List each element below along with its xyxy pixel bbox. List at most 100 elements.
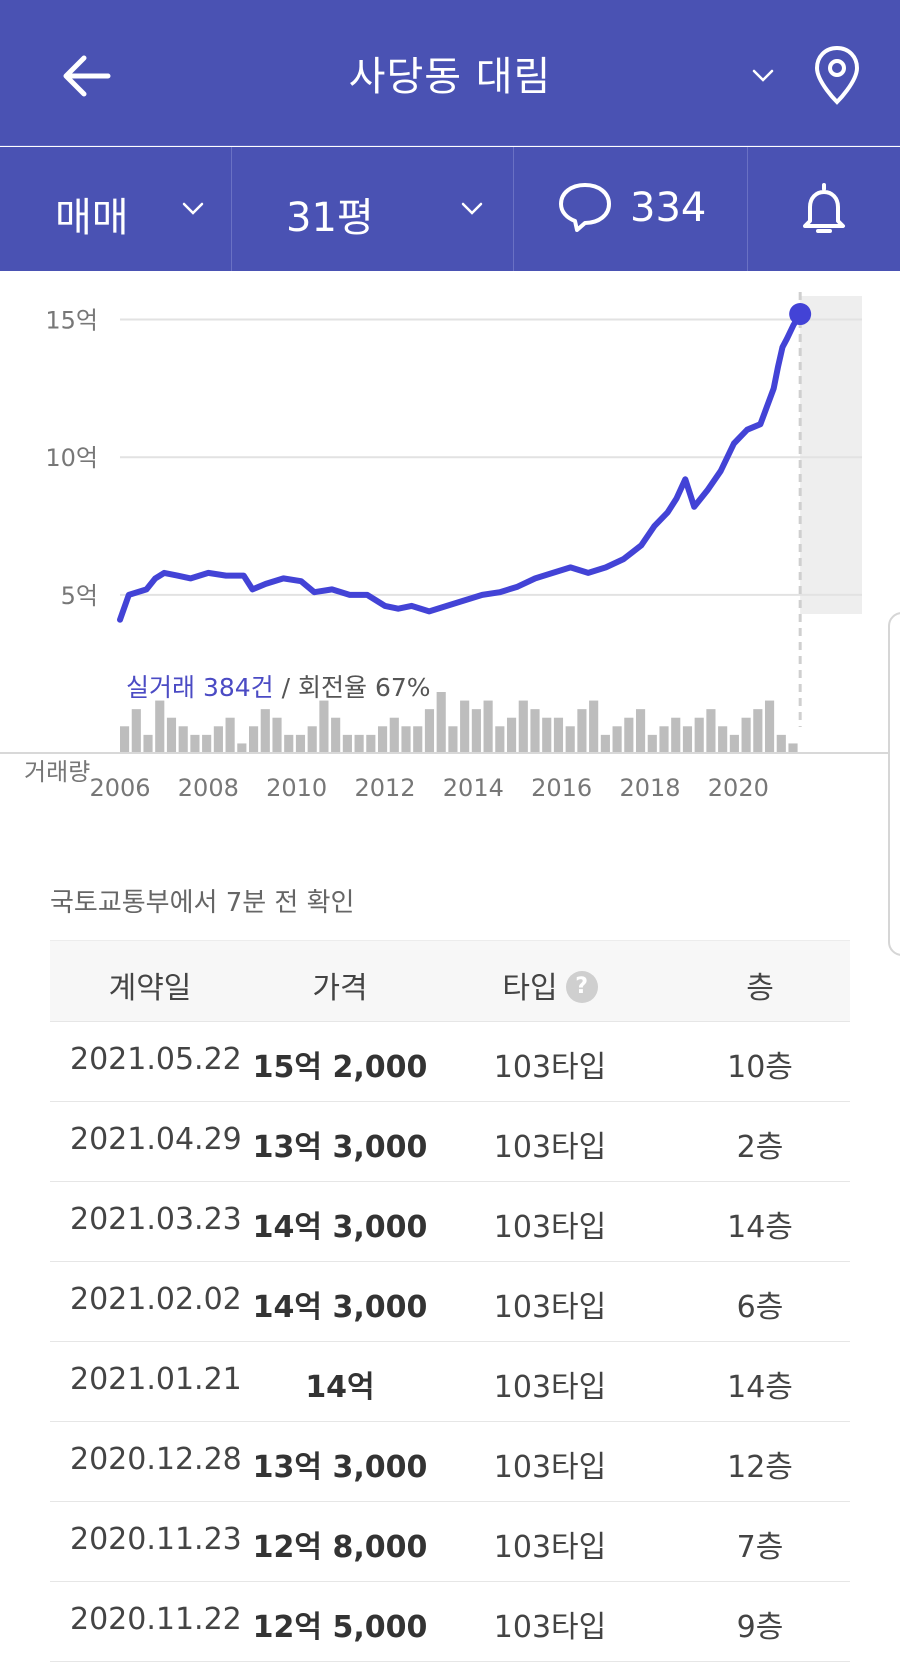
- table-row[interactable]: 2021.03.23 14억 3,000 103타입 14층: [50, 1182, 850, 1262]
- alert-button[interactable]: [748, 147, 900, 271]
- table-row[interactable]: 2020.11.23 12억 8,000 103타입 7층: [50, 1502, 850, 1582]
- page-title[interactable]: 사당동 대림: [348, 54, 552, 100]
- cell-type: 103타입: [493, 1530, 607, 1565]
- volume-bar: [635, 709, 646, 752]
- volume-bar: [248, 726, 259, 752]
- table-row[interactable]: 2021.05.22 15억 2,000 103타입 10층: [50, 1022, 850, 1102]
- volume-bar: [377, 726, 388, 752]
- volume-bar: [366, 734, 376, 752]
- size-select[interactable]: 31평: [232, 147, 514, 271]
- volume-bar: [424, 709, 435, 752]
- top-app-bar: 사당동 대림: [0, 0, 900, 146]
- trade-type-select[interactable]: 매매: [0, 147, 232, 271]
- table-header: 계약일 가격 타입? 층: [50, 940, 850, 1022]
- volume-bar: [788, 743, 798, 752]
- chevron-down-icon: [182, 202, 204, 215]
- cell-type: 103타입: [493, 1370, 607, 1405]
- trade-type-label: 매매: [55, 195, 129, 241]
- cell-floor: 6층: [736, 1290, 784, 1325]
- cell-date: 2020.12.28: [70, 1442, 242, 1477]
- size-label: 31평: [286, 195, 374, 241]
- volume-bar: [284, 734, 294, 752]
- volume-bar: [506, 717, 517, 752]
- x-tick-label: 2014: [443, 774, 504, 802]
- price-chart: 15억 10억 5억 2006 2008 2010 2012 2014 2016 2018 2020…: [0, 272, 900, 956]
- volume-bar: [120, 726, 130, 752]
- y-tick-label: 15억: [45, 307, 98, 335]
- volume-label: 거래량: [24, 758, 91, 786]
- x-tick-label: 2008: [178, 774, 239, 802]
- header-type-label: 타입: [502, 971, 558, 1006]
- price-chart-svg[interactable]: 15억 10억 5억 2006 2008 2010 2012 2014 2016 2018 2020: [0, 272, 900, 802]
- volume-bar: [389, 717, 399, 752]
- arrow-left-icon[interactable]: [58, 46, 118, 106]
- table-row[interactable]: 2021.04.29 13억 3,000 103타입 2층: [50, 1102, 850, 1182]
- volume-bar: [530, 709, 540, 752]
- cell-floor: 7층: [736, 1530, 784, 1565]
- side-drawer-handle[interactable]: [888, 612, 900, 956]
- volume-bar: [401, 726, 411, 752]
- x-tick-label: 2010: [266, 774, 327, 802]
- table-row[interactable]: 2021.02.02 14억 3,000 103타입 6층: [50, 1262, 850, 1342]
- cell-price: 14억 3,000: [252, 1290, 428, 1325]
- cell-price: 13억 3,000: [252, 1130, 428, 1165]
- divider: [747, 147, 748, 271]
- volume-bar: [307, 726, 317, 752]
- volume-bar: [776, 734, 786, 752]
- transaction-count: 실거래 384건: [126, 673, 274, 702]
- volume-bar: [600, 734, 610, 752]
- table-row[interactable]: 2021.01.21 14억 103타입 14층: [50, 1342, 850, 1422]
- table-row[interactable]: 2020.11.22 12억 5,000 103타입 9층: [50, 1582, 850, 1662]
- cell-type: 103타입: [493, 1210, 607, 1245]
- volume-bar: [319, 700, 329, 752]
- volume-bar: [460, 700, 470, 752]
- volume-bar: [589, 700, 599, 752]
- volume-bar: [143, 734, 153, 752]
- cell-date: 2021.03.23: [70, 1202, 242, 1237]
- y-tick-label: 5억: [61, 582, 98, 610]
- volume-bar: [741, 717, 751, 752]
- volume-bar: [237, 743, 247, 752]
- volume-bar: [190, 734, 200, 752]
- cell-floor: 12층: [727, 1450, 793, 1485]
- filter-bar: 매매 31평 334: [0, 147, 900, 271]
- cell-price: 12억 5,000: [252, 1610, 428, 1645]
- comments-button[interactable]: 334: [514, 147, 748, 271]
- volume-bar: [495, 726, 505, 752]
- volume-bar: [542, 717, 552, 752]
- volume-bar: [729, 734, 739, 752]
- volume-bar: [436, 692, 446, 752]
- volume-bar: [155, 700, 165, 752]
- volume-bar: [178, 726, 188, 752]
- cell-floor: 9층: [736, 1610, 784, 1645]
- cell-type: 103타입: [493, 1290, 607, 1325]
- cell-type: 103타입: [493, 1130, 607, 1165]
- volume-bar: [413, 726, 423, 752]
- volume-bar: [131, 709, 141, 752]
- table-row[interactable]: 2020.12.28 13억 3,000 103타입 12층: [50, 1422, 850, 1502]
- x-tick-label: 2018: [619, 774, 680, 802]
- cell-type: 103타입: [493, 1610, 607, 1645]
- volume-bar: [342, 734, 352, 752]
- volume-bar: [202, 734, 212, 752]
- volume-bar: [553, 717, 564, 752]
- cell-date: 2021.04.29: [70, 1122, 242, 1157]
- cell-date: 2020.11.22: [70, 1602, 242, 1637]
- cell-date: 2020.11.23: [70, 1522, 242, 1557]
- volume-bar: [706, 709, 716, 752]
- cell-price: 14억 3,000: [252, 1210, 428, 1245]
- cell-date: 2021.02.02: [70, 1282, 242, 1317]
- price-line: [117, 311, 804, 623]
- chevron-down-icon[interactable]: [748, 60, 778, 90]
- table-body: 2021.05.22 15억 2,000 103타입 10층 2021.04.29 13억…: [50, 1022, 850, 1662]
- volume-bar: [225, 717, 235, 752]
- question-circle-icon[interactable]: ?: [565, 970, 598, 1003]
- bell-icon: [803, 183, 845, 233]
- chart-summary: 실거래 384건 / 회전율 67%: [126, 668, 431, 704]
- cell-floor: 2층: [736, 1130, 784, 1165]
- map-pin-icon[interactable]: [812, 44, 862, 106]
- volume-bar: [694, 717, 704, 752]
- y-tick-label: 10억: [45, 444, 98, 472]
- cell-type: 103타입: [493, 1450, 607, 1485]
- volume-bar: [295, 734, 306, 752]
